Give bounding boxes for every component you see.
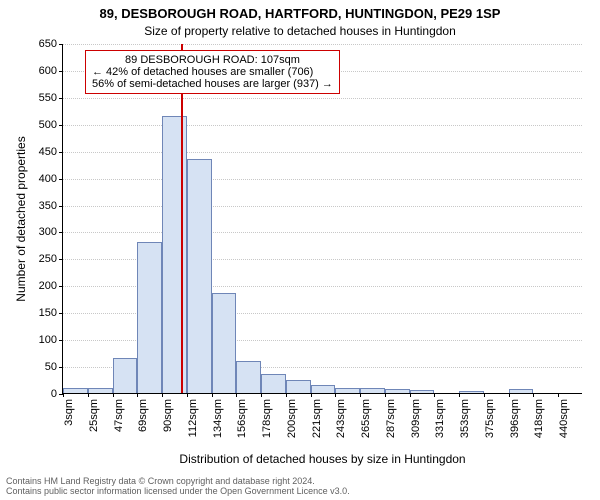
footer-line: Contains HM Land Registry data © Crown c… <box>6 476 350 486</box>
x-tick-label: 440sqm <box>558 399 570 438</box>
grid-line <box>63 44 582 45</box>
histogram-bar <box>137 242 162 393</box>
histogram-bar <box>335 388 360 393</box>
histogram-bar <box>385 389 410 393</box>
x-tick-mark <box>137 393 138 397</box>
x-tick-label: 287sqm <box>385 399 397 438</box>
y-tick-label: 550 <box>39 92 63 104</box>
y-tick-label: 600 <box>39 65 63 77</box>
y-axis-label: Number of detached properties <box>14 136 28 301</box>
y-tick-label: 100 <box>39 334 63 346</box>
histogram-bar <box>236 361 261 393</box>
x-tick-mark <box>212 393 213 397</box>
grid-line <box>63 125 582 126</box>
reference-line <box>181 44 183 393</box>
y-tick-label: 50 <box>45 361 63 373</box>
x-tick-label: 331sqm <box>434 399 446 438</box>
annotation-box: 89 DESBOROUGH ROAD: 107sqm← 42% of detac… <box>85 50 340 94</box>
x-tick-mark <box>63 393 64 397</box>
histogram-bar <box>88 388 113 393</box>
histogram-bar <box>360 388 385 393</box>
x-tick-mark <box>286 393 287 397</box>
y-tick-label: 0 <box>51 388 63 400</box>
x-tick-mark <box>385 393 386 397</box>
x-tick-mark <box>162 393 163 397</box>
x-tick-mark <box>533 393 534 397</box>
x-tick-label: 353sqm <box>459 399 471 438</box>
x-tick-label: 309sqm <box>410 399 422 438</box>
x-tick-label: 47sqm <box>113 399 125 432</box>
x-tick-mark <box>261 393 262 397</box>
x-tick-label: 265sqm <box>360 399 372 438</box>
annotation-line: 56% of semi-detached houses are larger (… <box>92 78 333 90</box>
histogram-bar <box>63 388 88 393</box>
x-tick-mark <box>187 393 188 397</box>
x-tick-mark <box>335 393 336 397</box>
x-axis-label: Distribution of detached houses by size … <box>63 452 582 466</box>
x-tick-mark <box>434 393 435 397</box>
grid-line <box>63 152 582 153</box>
x-tick-mark <box>410 393 411 397</box>
x-tick-mark <box>113 393 114 397</box>
x-tick-label: 3sqm <box>63 399 75 426</box>
annotation-line: 89 DESBOROUGH ROAD: 107sqm <box>92 54 333 66</box>
x-tick-label: 69sqm <box>137 399 149 432</box>
histogram-bar <box>410 390 435 393</box>
grid-line <box>63 232 582 233</box>
x-tick-label: 25sqm <box>88 399 100 432</box>
y-tick-label: 200 <box>39 280 63 292</box>
y-tick-label: 250 <box>39 253 63 265</box>
annotation-line: ← 42% of detached houses are smaller (70… <box>92 66 333 78</box>
x-tick-label: 112sqm <box>187 399 199 437</box>
grid-line <box>63 98 582 99</box>
x-tick-mark <box>509 393 510 397</box>
y-tick-label: 150 <box>39 307 63 319</box>
plot-area: 0501001502002503003504004505005506006503… <box>62 44 582 394</box>
x-tick-label: 156sqm <box>236 399 248 438</box>
histogram-bar <box>187 159 212 393</box>
x-tick-label: 221sqm <box>311 399 323 438</box>
y-tick-label: 400 <box>39 173 63 185</box>
y-tick-label: 500 <box>39 119 63 131</box>
x-tick-label: 396sqm <box>509 399 521 438</box>
x-tick-label: 418sqm <box>533 399 545 438</box>
x-tick-mark <box>360 393 361 397</box>
x-tick-label: 134sqm <box>212 399 224 438</box>
histogram-bar <box>212 293 237 393</box>
x-tick-label: 178sqm <box>261 399 273 438</box>
x-tick-mark <box>459 393 460 397</box>
x-tick-label: 90sqm <box>162 399 174 432</box>
histogram-bar <box>311 385 336 393</box>
x-tick-label: 243sqm <box>335 399 347 438</box>
x-tick-mark <box>236 393 237 397</box>
grid-line <box>63 206 582 207</box>
x-tick-label: 375sqm <box>484 399 496 438</box>
x-tick-mark <box>311 393 312 397</box>
x-tick-mark <box>558 393 559 397</box>
y-tick-label: 450 <box>39 146 63 158</box>
x-tick-mark <box>88 393 89 397</box>
y-tick-label: 650 <box>39 38 63 50</box>
histogram-bar <box>459 391 484 393</box>
chart-subtitle: Size of property relative to detached ho… <box>0 24 600 38</box>
histogram-bar <box>286 380 311 393</box>
histogram-bar <box>113 358 138 393</box>
chart-title: 89, DESBOROUGH ROAD, HARTFORD, HUNTINGDO… <box>0 6 600 21</box>
y-tick-label: 300 <box>39 226 63 238</box>
footer-credits: Contains HM Land Registry data © Crown c… <box>6 476 350 496</box>
histogram-chart: 89, DESBOROUGH ROAD, HARTFORD, HUNTINGDO… <box>0 0 600 500</box>
y-tick-label: 350 <box>39 200 63 212</box>
grid-line <box>63 179 582 180</box>
x-tick-label: 200sqm <box>286 399 298 438</box>
x-tick-mark <box>484 393 485 397</box>
histogram-bar <box>261 374 286 393</box>
footer-line: Contains public sector information licen… <box>6 486 350 496</box>
histogram-bar <box>509 389 534 393</box>
